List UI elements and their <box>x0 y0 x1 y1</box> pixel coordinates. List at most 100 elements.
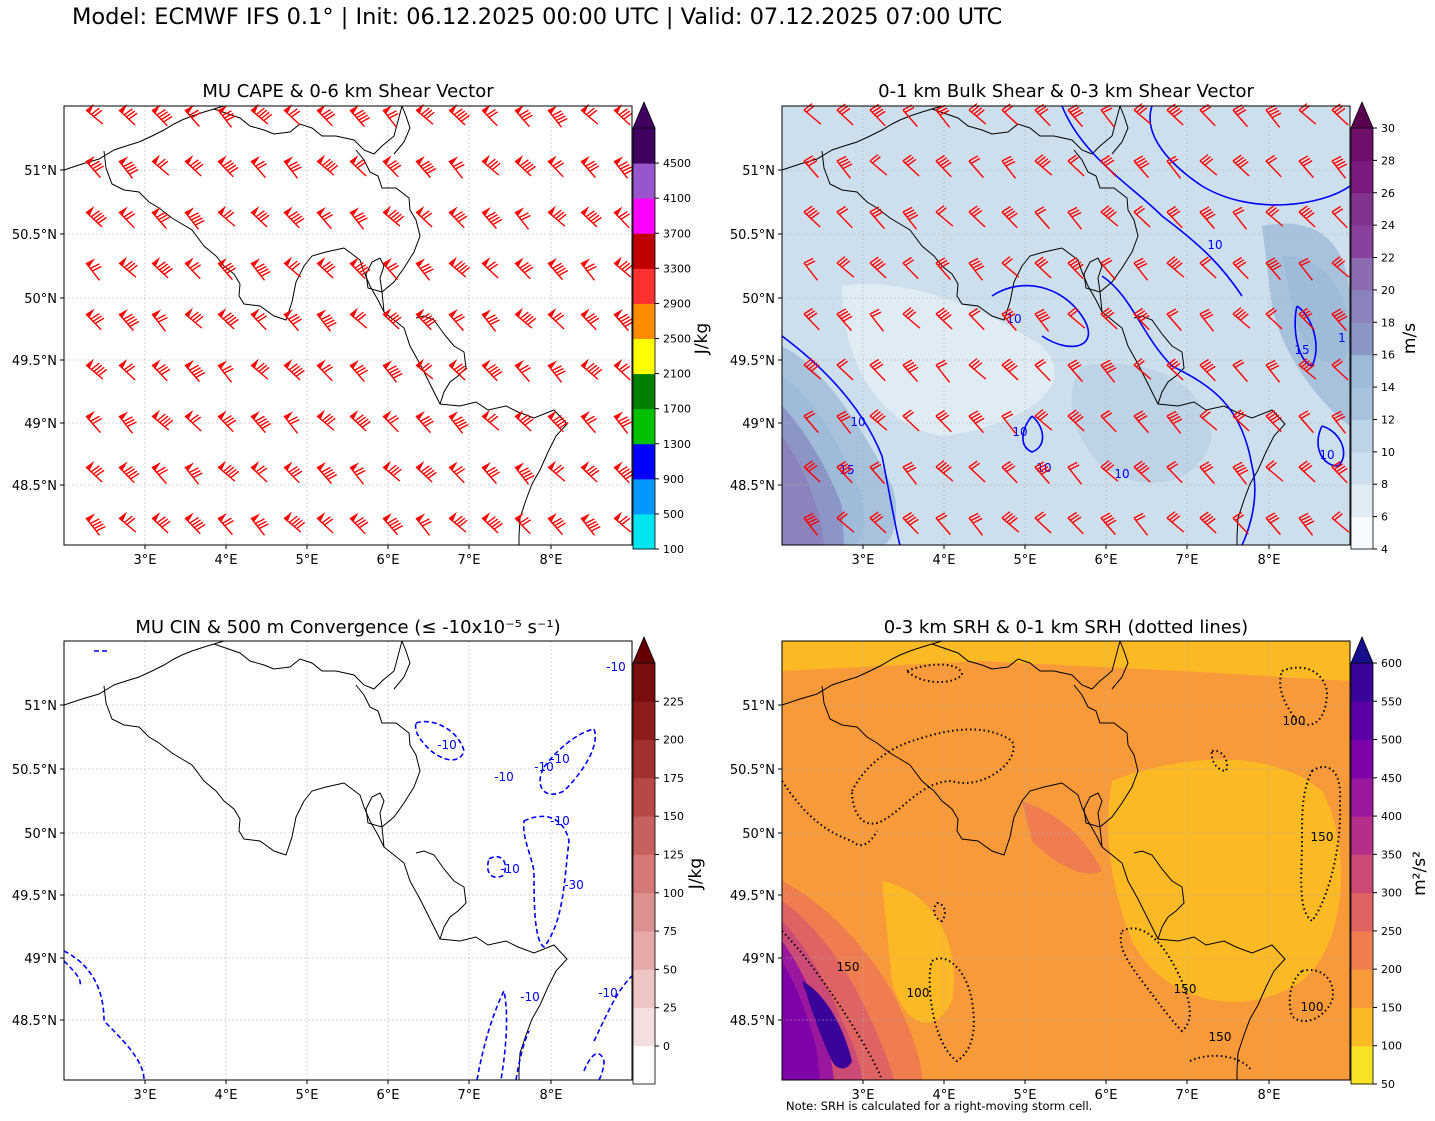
shear-barb <box>935 205 954 227</box>
colorbar-tick-label: 26 <box>1381 187 1395 200</box>
y-tick-label: 48.5°N <box>730 1014 775 1029</box>
shear-barb <box>151 206 170 230</box>
shear-barb <box>349 257 371 280</box>
shear-barb <box>1265 409 1282 433</box>
shear-barb <box>250 410 272 434</box>
shear-barb <box>85 308 105 331</box>
colorbar-bin <box>1351 225 1373 259</box>
colorbar-bin <box>633 816 655 855</box>
colorbar-extend-triangle <box>1351 102 1373 128</box>
convergence-contour <box>583 1052 605 1080</box>
shear-barb <box>803 460 821 483</box>
colorbar-tick-label: 30 <box>1381 122 1395 135</box>
y-tick-label: 51°N <box>742 699 775 714</box>
convergence-contour <box>486 855 507 879</box>
x-tick-label: 3°E <box>134 1088 157 1103</box>
country-border <box>63 640 225 706</box>
shear-barb <box>118 511 137 533</box>
shear-barb <box>1067 206 1083 230</box>
shear-barb <box>415 206 433 228</box>
colorbar-tick-label: 225 <box>663 695 684 708</box>
y-tick-label: 51°N <box>742 164 775 179</box>
country-border <box>213 105 403 155</box>
y-tick-label: 49.5°N <box>12 889 57 904</box>
country-border <box>821 685 1063 856</box>
shear-barb <box>580 410 597 434</box>
shear-barb <box>448 256 471 278</box>
shear-barb <box>1265 257 1282 281</box>
shear-barb <box>250 513 269 536</box>
shear-barb <box>382 410 400 433</box>
y-tick-label: 50°N <box>24 292 57 307</box>
x-tick-label: 8°E <box>540 1088 563 1103</box>
shear-barb <box>902 256 919 280</box>
shear-barb <box>1166 205 1183 229</box>
x-tick-label: 5°E <box>1014 1088 1037 1103</box>
contour-label: 10 <box>1207 238 1222 252</box>
shear-barb <box>316 309 337 332</box>
colorbar-tick-label: 350 <box>1381 848 1402 861</box>
srh-dotted-contour <box>1119 927 1191 1033</box>
colorbar-bin <box>633 408 655 445</box>
x-tick-label: 7°E <box>1176 1088 1199 1103</box>
colorbar-tick-label: 8 <box>1381 478 1388 491</box>
shear-barb <box>1133 257 1149 281</box>
shear-barb <box>184 307 204 329</box>
colorbar-tick-label: 2900 <box>663 297 691 310</box>
shear-barb <box>382 460 402 482</box>
shear-barb <box>1232 307 1251 329</box>
colorbar-bin <box>1351 322 1373 356</box>
shear-shading <box>782 436 824 545</box>
colorbar-tick-label: 50 <box>1381 1078 1395 1091</box>
colorbar-tick-label: 14 <box>1381 381 1395 394</box>
contour-label: 150 <box>1311 830 1334 844</box>
shear-barb <box>283 156 302 179</box>
shear-barb <box>1232 359 1248 383</box>
shear-barb <box>151 512 171 534</box>
panel1-chart: 3°E 4°E 5°E 6°E 7°E 8°E 51°N 50.5°N 50°N 49.5°N 49… <box>12 100 712 568</box>
colorbar-label: m²/s² <box>1410 851 1430 896</box>
shear-contour <box>1317 425 1345 467</box>
shear-barb <box>448 461 466 484</box>
colorbar-bin <box>633 969 655 1008</box>
srh-shading <box>1108 759 1341 1002</box>
shear-barb <box>1298 358 1317 380</box>
shear-barb <box>250 358 270 380</box>
shear-barb <box>349 104 371 128</box>
shear-barb <box>613 206 631 229</box>
colorbar-bin <box>633 268 655 304</box>
shear-barb <box>968 307 985 331</box>
shear-barb <box>382 360 403 383</box>
shear-barb <box>151 257 173 279</box>
shear-barb <box>1199 103 1216 127</box>
colorbar-frame <box>632 662 656 1085</box>
colorbar-tick-label: 150 <box>1381 1001 1402 1014</box>
shear-barb <box>382 308 402 330</box>
shear-barb <box>184 104 201 128</box>
shear-barb <box>448 511 468 533</box>
shear-barb <box>580 513 601 536</box>
colorbar-bin <box>633 739 655 779</box>
shear-barb <box>1001 256 1020 278</box>
colorbar-bin <box>633 233 655 269</box>
shear-barb <box>580 358 603 380</box>
x-tick-label: 7°E <box>458 553 481 568</box>
colorbar-tick-label: 4100 <box>663 192 691 205</box>
shear-barb <box>1001 511 1020 533</box>
x-tick-label: 5°E <box>296 1088 319 1103</box>
shear-barb <box>803 410 819 434</box>
shear-barb <box>580 206 602 228</box>
shear-barb <box>968 410 985 434</box>
shear-barb <box>1133 512 1149 536</box>
shear-barb <box>1034 256 1052 279</box>
colorbar-bin <box>1351 969 1373 1008</box>
colorbar-bin <box>1351 701 1373 741</box>
colorbar-bin <box>1351 387 1373 420</box>
shear-barb <box>118 461 140 484</box>
shear-barb <box>448 156 465 179</box>
srh-shading <box>882 881 954 1023</box>
shear-barb <box>481 359 503 382</box>
colorbar-bin <box>1351 892 1373 932</box>
country-border <box>821 150 1063 321</box>
shear-barb <box>547 460 566 482</box>
